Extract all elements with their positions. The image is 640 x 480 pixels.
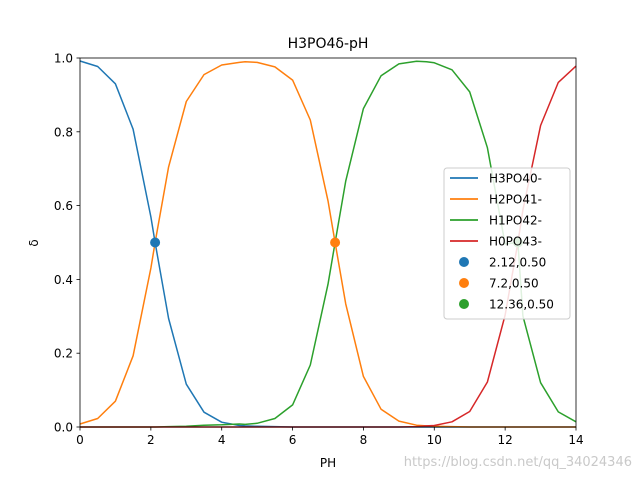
x-tick-label: 6 [289, 433, 297, 447]
legend-marker-swatch [459, 299, 469, 309]
legend-label: H3PO40- [489, 172, 542, 186]
x-tick-label: 0 [76, 433, 84, 447]
x-tick-label: 8 [360, 433, 368, 447]
legend-label: H1PO42- [489, 214, 542, 228]
legend-label: 2.12,0.50 [489, 256, 546, 270]
y-tick-label: 0.2 [54, 347, 73, 361]
y-tick-label: 0.6 [54, 199, 73, 213]
data-point-2 [330, 237, 341, 248]
y-tick-label: 0.8 [54, 125, 73, 139]
x-tick-label: 14 [568, 433, 583, 447]
x-axis-label: PH [320, 456, 336, 470]
legend-label: 7.2,0.50 [489, 277, 539, 291]
legend-marker-swatch [459, 278, 469, 288]
data-point-1 [150, 237, 161, 248]
watermark: https://blog.csdn.net/qq_34024346 [404, 455, 632, 470]
legend-marker-swatch [459, 257, 469, 267]
legend-label: H2PO41- [489, 193, 542, 207]
legend-label: 12.36,0.50 [489, 298, 554, 312]
y-tick-label: 0.0 [54, 421, 73, 435]
y-axis-label: δ [27, 239, 41, 246]
chart-title: H3PO4δ-pH [288, 36, 369, 52]
axes-frame [79, 57, 577, 428]
legend-label: H0PO43- [489, 235, 542, 249]
legend-box [443, 167, 571, 320]
y-tick-label: 1.0 [54, 52, 73, 66]
x-tick-label: 2 [147, 433, 155, 447]
legend: H3PO40- H2PO41- H1PO42- H0PO43- 2.12,0.50 7.2… [443, 167, 571, 320]
x-tick-label: 10 [427, 433, 442, 447]
x-tick-label: 4 [218, 433, 226, 447]
x-tick-label: 12 [498, 433, 513, 447]
y-tick-label: 0.4 [54, 273, 73, 287]
